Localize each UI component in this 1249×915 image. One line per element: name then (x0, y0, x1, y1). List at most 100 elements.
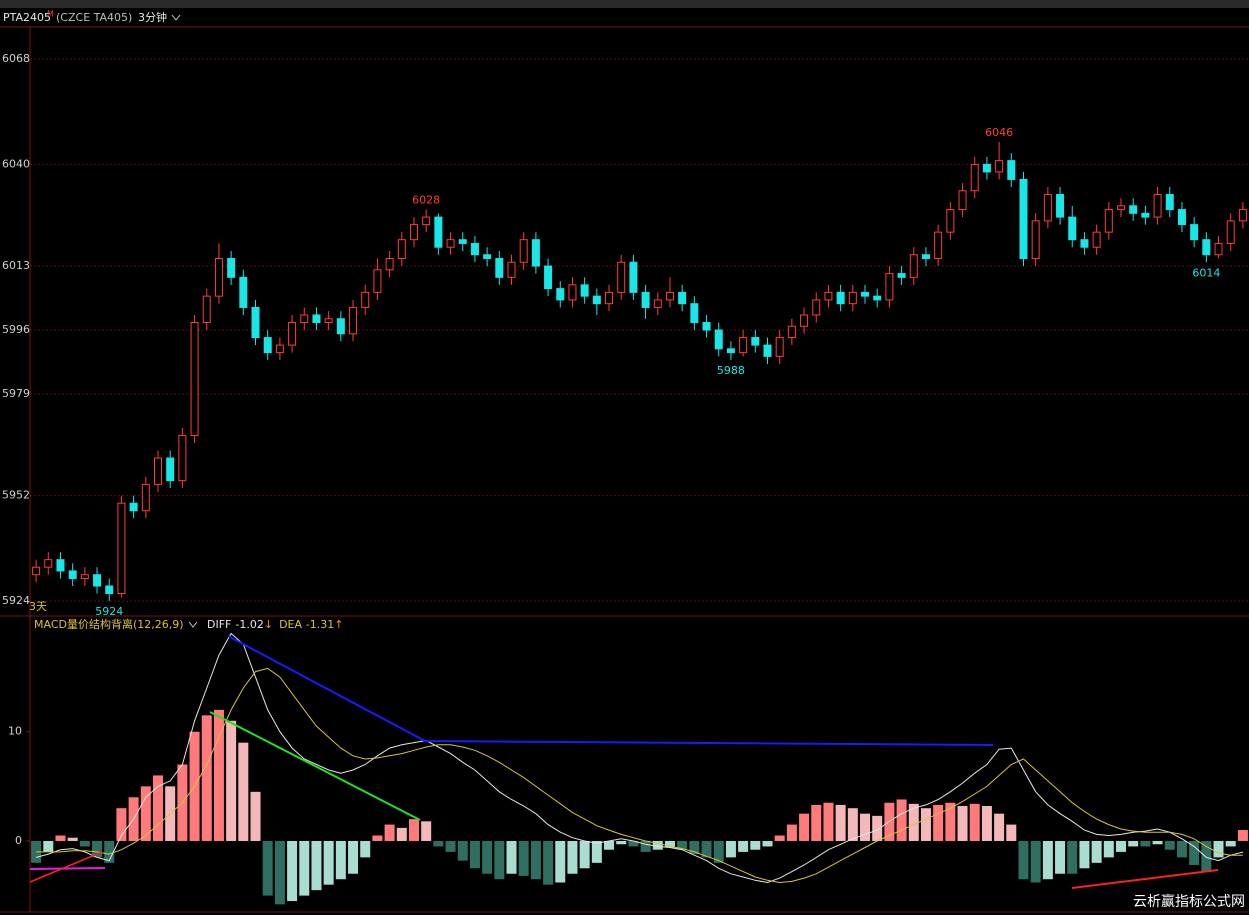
macd-bar (725, 840, 736, 858)
macd-bar (604, 840, 615, 850)
macd-bar (969, 803, 980, 841)
macd-bar (152, 775, 163, 841)
candle-body (434, 216, 443, 248)
candle-body (568, 284, 577, 301)
macd-bar (1006, 824, 1017, 841)
macd-bar (713, 840, 724, 863)
candle-body (836, 291, 845, 305)
candle-body (1141, 212, 1150, 218)
candle-body (861, 291, 870, 297)
macd-bar (750, 840, 761, 850)
macd-bar (262, 840, 273, 896)
candle-body (958, 190, 967, 211)
legend-name: DIFF (207, 618, 231, 631)
candle-body (1019, 178, 1028, 260)
candle-body (68, 570, 77, 579)
candle-body (934, 231, 943, 260)
candle-body (409, 224, 418, 241)
indicator-dropdown[interactable] (188, 621, 198, 628)
candle-body (921, 254, 930, 260)
macd-bar (591, 840, 602, 863)
macd-bar (957, 806, 968, 841)
candle-body (1153, 194, 1162, 218)
candle-body (690, 303, 699, 324)
macd-bar (908, 803, 919, 841)
macd-bar (384, 824, 395, 841)
candle-body (166, 457, 175, 482)
candle-body (995, 160, 1004, 173)
candle-body (970, 163, 979, 192)
plot: 5924 5952 5979 5996 6013 6040 6068 6028 6046 5988… (2, 52, 1249, 905)
macd-bar (872, 815, 883, 841)
macd-bar (1225, 840, 1236, 847)
macd-bar (518, 840, 529, 876)
divergence-line (1071, 869, 1219, 889)
candle-body (678, 291, 687, 305)
divergence-line (29, 867, 106, 870)
macd-bar (920, 808, 931, 841)
legend-trend: ↑ (334, 618, 343, 631)
macd-bar (530, 840, 541, 880)
macd-bar (616, 840, 627, 845)
macd-bar (494, 840, 505, 880)
candle-body (946, 209, 955, 233)
candle-body (885, 273, 894, 301)
y-tick-label: 5979 (2, 387, 30, 400)
macd-bar (506, 840, 517, 874)
macd-bar (1079, 840, 1090, 869)
macd-bar (677, 840, 688, 850)
symbol-flag: M (47, 10, 54, 19)
macd-bar (421, 821, 432, 841)
candle-body (324, 318, 333, 324)
exchange-code: (CZCE TA405) (56, 11, 132, 24)
macd-bar (1042, 840, 1053, 880)
candle-body (275, 344, 284, 354)
extreme-label: 5924 (95, 605, 123, 618)
candle-body (1104, 209, 1113, 233)
macd-bar (664, 840, 675, 848)
macd-bar (994, 813, 1005, 841)
macd-bar (774, 835, 785, 841)
candle-body (1226, 220, 1235, 244)
macd-bar (860, 813, 871, 841)
period-dropdown[interactable] (171, 14, 181, 21)
macd-bar (1140, 840, 1151, 847)
macd-bar (1030, 840, 1041, 883)
candle-body (531, 239, 540, 267)
candle-body (592, 295, 601, 305)
candle-body (190, 322, 199, 436)
macd-bar (762, 840, 773, 847)
macd-bar (701, 840, 712, 858)
candle-body (982, 163, 991, 173)
macd-bar (1018, 840, 1029, 880)
macd-bar (786, 824, 797, 841)
macd-bar (1164, 840, 1175, 850)
candle-body (263, 337, 272, 354)
candle-body (1190, 224, 1199, 241)
indicator-title: MACD量价结构背离(12,26,9) (34, 617, 184, 631)
macd-bar (396, 827, 407, 841)
y-tick-label: 5952 (2, 489, 30, 502)
candle-body (1056, 194, 1065, 218)
candle-body (617, 261, 626, 293)
macd-bar (811, 804, 822, 841)
candle-body (873, 295, 882, 301)
candle-body (1165, 194, 1174, 211)
legend-value: -1.02 (235, 618, 263, 631)
candle-body (507, 261, 516, 278)
candle-body (56, 559, 65, 572)
macd-bar (835, 804, 846, 841)
candle-body (1214, 242, 1223, 256)
macd-bar (738, 840, 749, 852)
candle-body (714, 329, 723, 350)
macd-bar (847, 808, 858, 841)
macd-bar (67, 837, 78, 841)
macd-bar (933, 804, 944, 841)
macd-bar (433, 840, 444, 847)
macd-bar (567, 840, 578, 874)
divergence-line (227, 635, 994, 746)
candle-body (763, 344, 772, 357)
candle-body (800, 314, 809, 327)
macd-bar (945, 802, 956, 841)
y-tick-label: 6040 (2, 157, 30, 170)
